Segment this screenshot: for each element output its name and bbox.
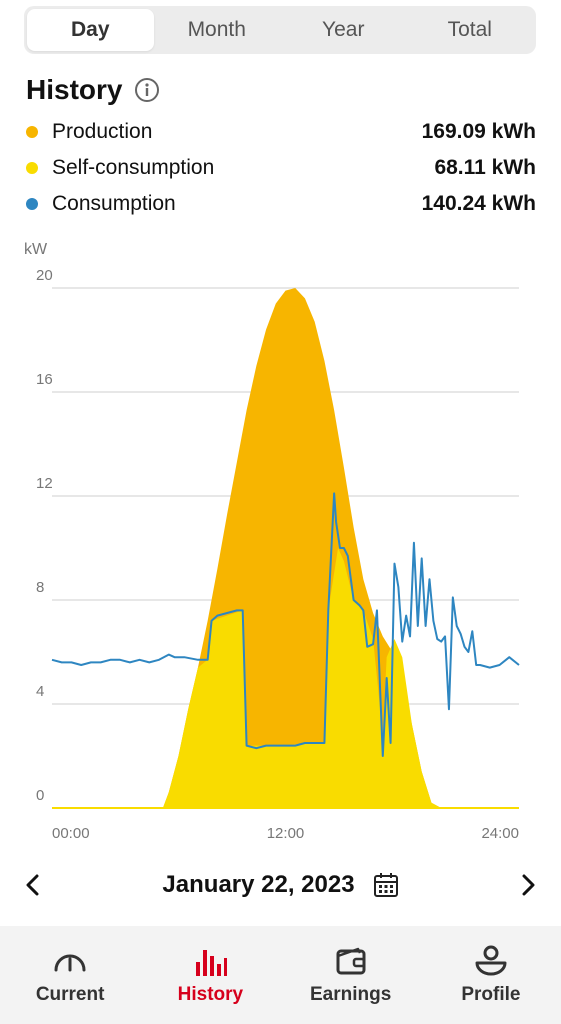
consumption-dot (26, 198, 38, 210)
legend-value: 68.11 kWh (434, 156, 536, 179)
y-axis-unit-label: kW (24, 241, 48, 258)
nav-history[interactable]: History (140, 926, 280, 1024)
y-tick-label: 4 (36, 683, 44, 700)
nav-profile[interactable]: Profile (421, 926, 561, 1024)
nav-label-earnings: Earnings (309, 984, 392, 1005)
profile-icon (475, 945, 507, 976)
legend-value: 169.09 kWh (421, 120, 536, 143)
bottom-navigation: Current History Earnings Profile (0, 926, 561, 1024)
legend-row-production: Production 169.09 kWh (24, 114, 536, 150)
period-tabs: Day Month Year Total (24, 6, 536, 54)
date-navigation: January 22, 2023 (0, 862, 561, 908)
date-display: January 22, 2023 (0, 862, 561, 908)
nav-label-history: History (177, 984, 244, 1005)
tab-total[interactable]: Total (447, 18, 492, 41)
production-dot (26, 126, 38, 138)
x-tick-label: 12:00 (267, 825, 305, 842)
chevron-right-icon (522, 874, 535, 896)
y-tick-label: 16 (36, 371, 53, 388)
calendar-icon[interactable] (373, 872, 399, 898)
previous-day-button[interactable] (16, 868, 50, 902)
legend-label: Self-consumption (52, 156, 215, 179)
legend-label: Production (52, 120, 153, 143)
legend-row-self-consumption: Self-consumption 68.11 kWh (24, 150, 536, 186)
production-area (52, 288, 519, 808)
next-day-button[interactable] (511, 868, 545, 902)
history-chart[interactable]: kW 0 4 8 12 16 20 00:00 12:00 24:00 (0, 230, 561, 850)
self-consumption-area (52, 548, 519, 808)
tab-day[interactable]: Day (27, 9, 154, 51)
tab-year[interactable]: Year (322, 18, 365, 41)
self-consumption-dot (26, 162, 38, 174)
y-tick-label: 0 (36, 787, 44, 804)
consumption-line (51, 492, 520, 757)
legend-row-consumption: Consumption 140.24 kWh (24, 186, 536, 222)
y-tick-label: 8 (36, 579, 44, 596)
tab-month[interactable]: Month (187, 18, 246, 41)
y-tick-label: 20 (36, 267, 53, 284)
gauge-icon (54, 954, 86, 972)
nav-label-profile: Profile (461, 984, 521, 1005)
current-date[interactable]: January 22, 2023 (162, 871, 355, 898)
x-tick-label: 24:00 (481, 825, 519, 842)
y-tick-label: 12 (36, 475, 53, 492)
legend: Production 169.09 kWh Self-consumption 6… (24, 114, 536, 222)
history-title: History (26, 74, 123, 105)
wallet-icon (336, 947, 366, 975)
chevron-left-icon (26, 874, 39, 896)
legend-label: Consumption (52, 192, 176, 215)
bar-chart-icon (196, 950, 228, 976)
info-circle-icon[interactable] (134, 77, 160, 103)
nav-label-current: Current (35, 984, 105, 1005)
nav-current[interactable]: Current (0, 926, 140, 1024)
nav-earnings[interactable]: Earnings (281, 926, 421, 1024)
legend-value: 140.24 kWh (421, 192, 536, 215)
history-header: History (26, 74, 160, 106)
x-tick-label: 00:00 (52, 825, 90, 842)
